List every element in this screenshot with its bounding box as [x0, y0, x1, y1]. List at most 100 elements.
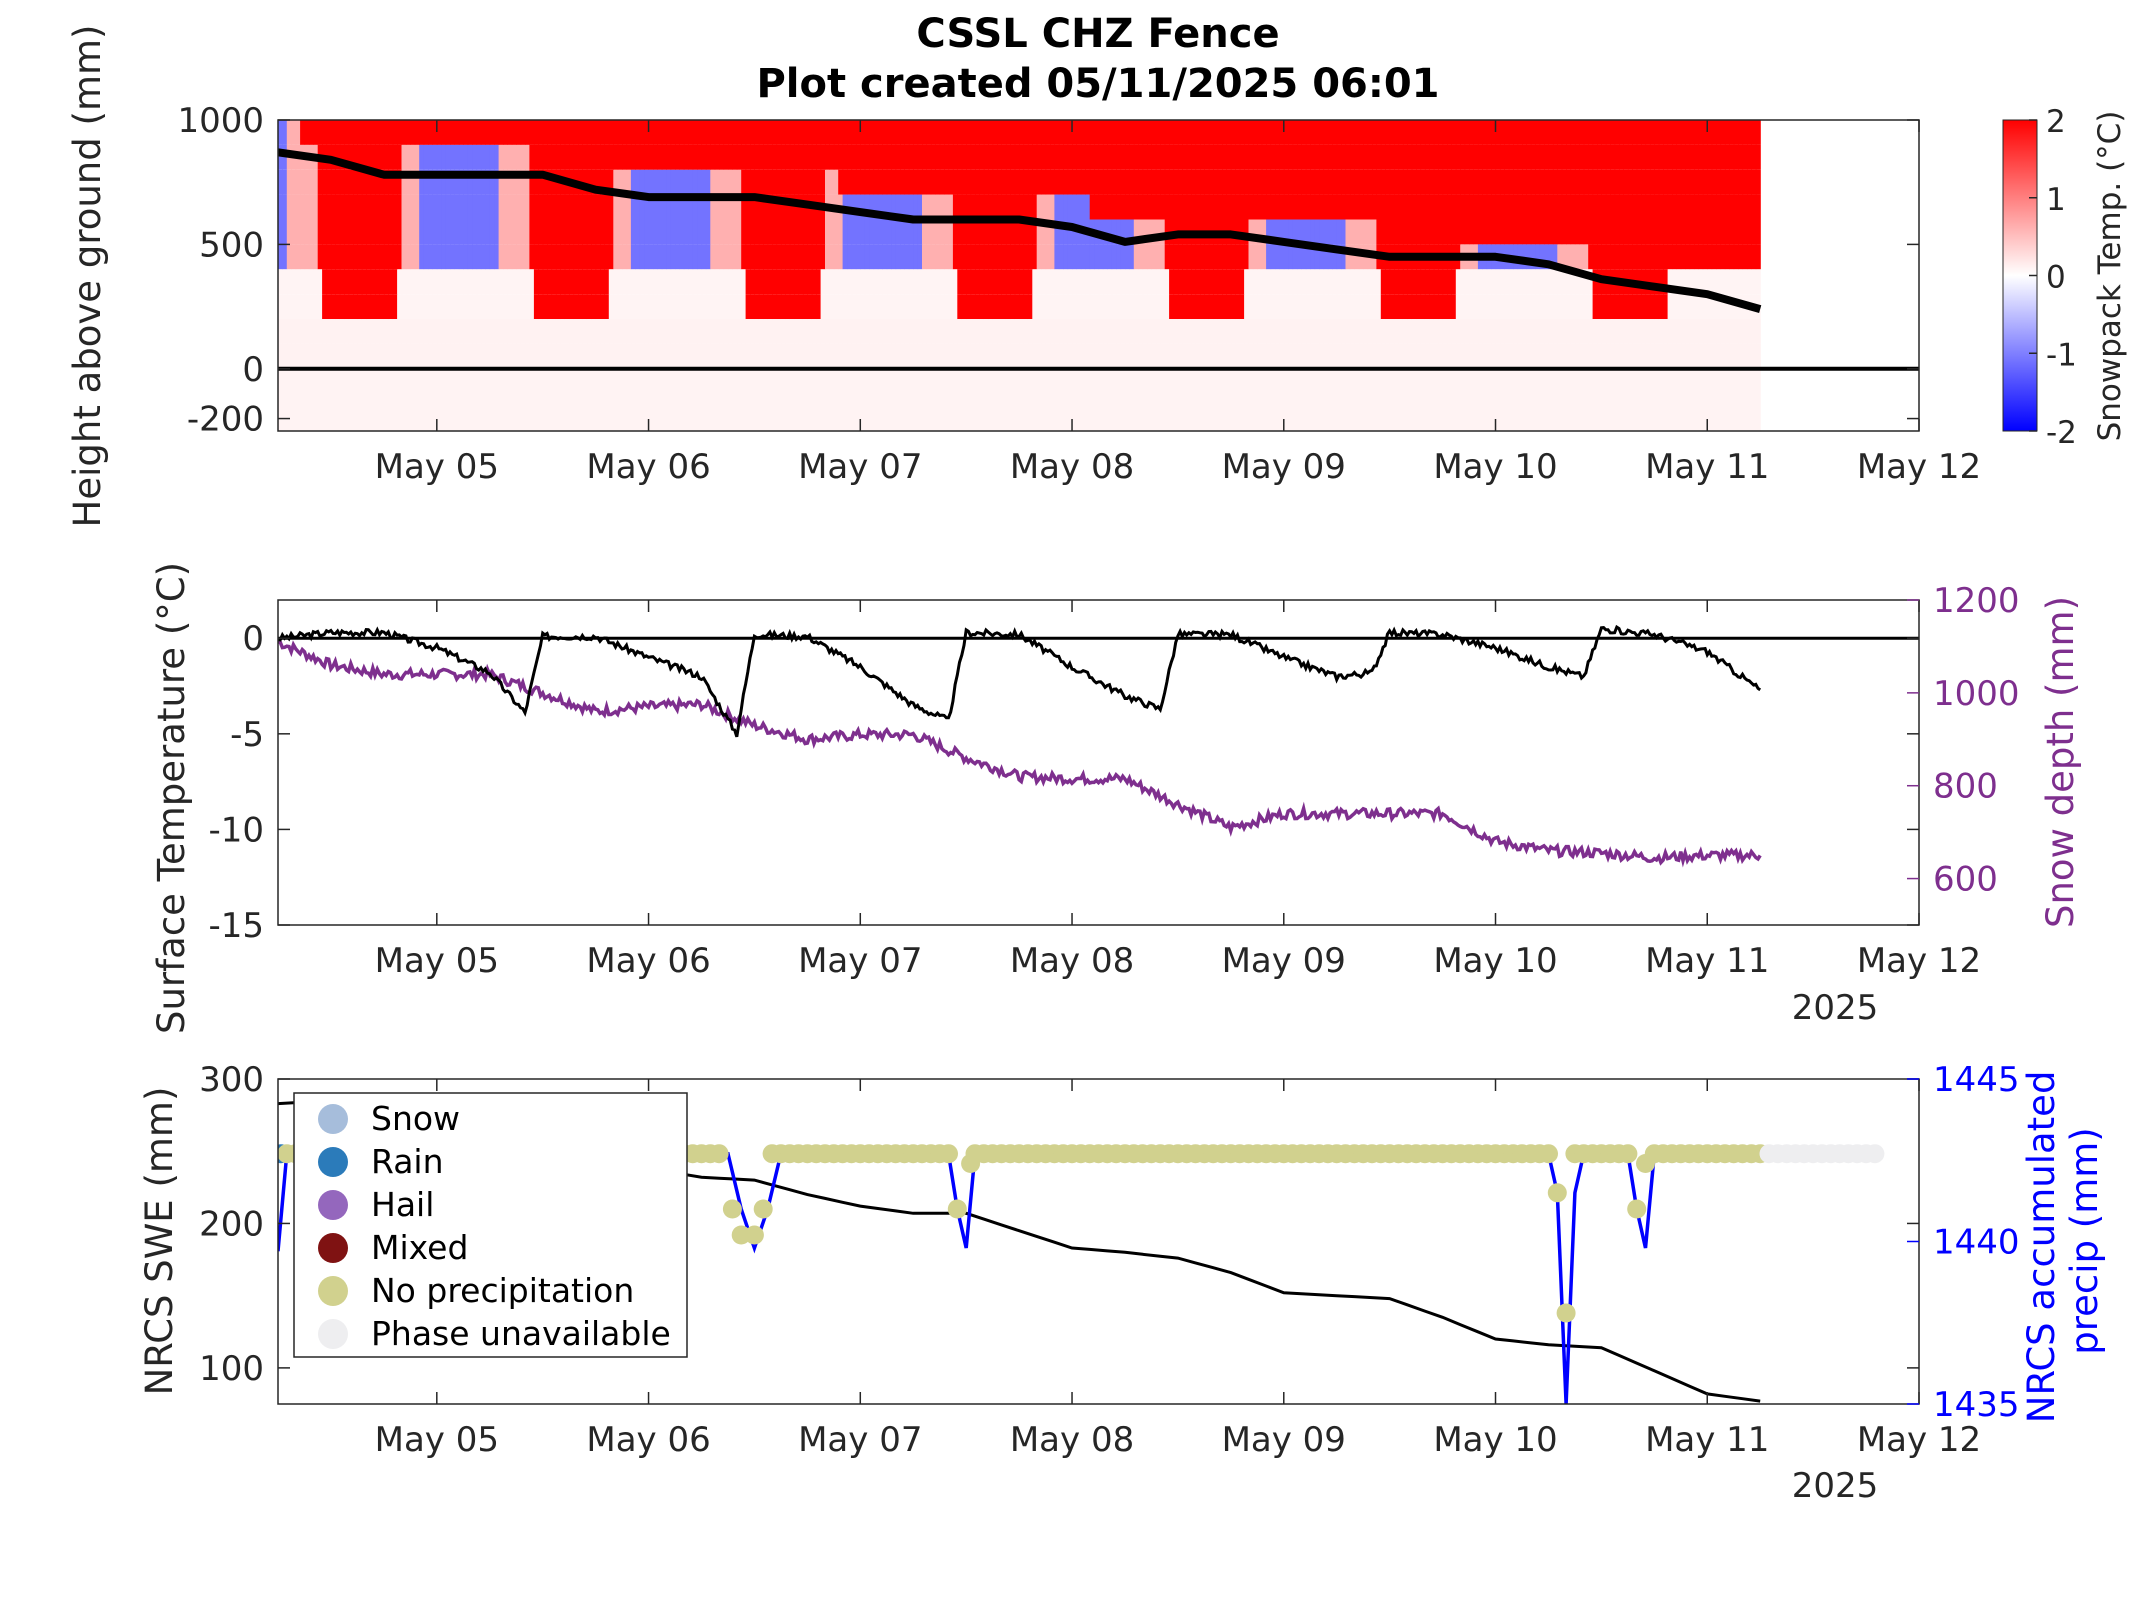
heatmap-cell — [719, 144, 725, 170]
heatmap-cell — [401, 244, 407, 270]
heatmap-cell — [1522, 319, 1527, 344]
heatmap-cell — [1442, 343, 1448, 369]
heatmap-cell — [1729, 319, 1735, 344]
heatmap-cell — [1248, 120, 1254, 145]
heatmap-cell — [679, 194, 685, 220]
heatmap-cell — [705, 194, 711, 220]
heatmap-cell — [1491, 294, 1497, 320]
panel3-ticks: May 05 May 06 May 07 May 08 May 09 May 10 May … — [199, 1060, 2019, 1460]
heatmap-cell — [750, 144, 755, 170]
heatmap-cell — [1530, 244, 1536, 270]
heatmap-cell — [944, 319, 950, 344]
heatmap-cell — [617, 319, 623, 344]
heatmap-cell — [595, 269, 601, 295]
heatmap-cell — [286, 294, 292, 320]
heatmap-cell — [423, 368, 429, 431]
heatmap-cell — [379, 269, 385, 295]
heatmap-cell — [613, 194, 619, 220]
heatmap-cell — [1336, 120, 1342, 145]
heatmap-cell — [1336, 219, 1342, 245]
heatmap-cell — [847, 144, 853, 170]
heatmap-cell — [1019, 269, 1025, 295]
heatmap-cell — [405, 120, 411, 145]
heatmap-cell — [1204, 368, 1210, 431]
heatmap-cell — [873, 269, 879, 295]
heatmap-cell — [992, 169, 998, 195]
heatmap-cell — [988, 244, 994, 270]
heatmap-cell — [635, 194, 641, 220]
heatmap-cell — [1698, 219, 1704, 245]
heatmap-cell — [745, 368, 751, 431]
heatmap-cell — [705, 343, 711, 369]
heatmap-cell — [326, 244, 332, 270]
heatmap-cell — [525, 319, 530, 344]
heatmap-cell — [1394, 269, 1400, 295]
heatmap-cell — [326, 319, 332, 344]
heatmap-cell — [1332, 368, 1338, 431]
heatmap-cell — [719, 343, 725, 369]
heatmap-cell — [608, 194, 614, 220]
heatmap-cell — [1208, 120, 1214, 145]
heatmap-cell — [516, 144, 522, 170]
heatmap-cell — [1217, 269, 1223, 295]
heatmap-cell — [736, 120, 742, 145]
heatmap-cell — [719, 269, 725, 295]
heatmap-cell — [657, 169, 663, 195]
heatmap-cell — [661, 194, 667, 220]
heatmap-cell — [670, 120, 676, 145]
heatmap-cell — [997, 219, 1002, 245]
heatmap-cell — [1036, 244, 1042, 270]
heatmap-cell — [873, 368, 879, 431]
heatmap-cell — [891, 294, 897, 320]
heatmap-cell — [930, 120, 936, 145]
heatmap-cell — [604, 319, 610, 344]
figure-title-line1: CSSL CHZ Fence — [916, 11, 1279, 57]
heatmap-cell — [1438, 120, 1444, 145]
heatmap-cell — [1005, 294, 1011, 320]
heatmap-cell — [1504, 294, 1510, 320]
heatmap-cell — [1085, 269, 1091, 295]
heatmap-cell — [1724, 169, 1730, 195]
heatmap-cell — [1486, 169, 1492, 195]
heatmap-cell — [922, 169, 927, 195]
heatmap-cell — [582, 144, 588, 170]
heatmap-cell — [410, 219, 416, 245]
heatmap-cell — [503, 319, 508, 344]
heatmap-cell — [1588, 144, 1594, 170]
heatmap-cell — [1050, 219, 1055, 245]
heatmap-cell — [1641, 219, 1647, 245]
heatmap-cell — [1702, 144, 1708, 170]
heatmap-cell — [719, 319, 725, 344]
heatmap-cell — [1275, 343, 1280, 369]
heatmap-cell — [1733, 144, 1739, 170]
heatmap-cell — [419, 319, 425, 344]
heatmap-cell — [1367, 343, 1373, 369]
heatmap-cell — [441, 319, 447, 344]
heatmap-cell — [1557, 169, 1563, 195]
heatmap-cell — [675, 219, 680, 245]
heatmap-cell — [1548, 368, 1554, 431]
heatmap-cell — [498, 169, 504, 195]
heatmap-cell — [344, 343, 350, 369]
heatmap-cell — [1689, 244, 1695, 270]
heatmap-cell — [454, 219, 460, 245]
heatmap-cell — [1720, 194, 1726, 220]
heatmap-cell — [1557, 368, 1563, 431]
heatmap-cell — [644, 219, 650, 245]
heatmap-cell — [569, 294, 575, 320]
heatmap-cell — [1275, 294, 1280, 320]
heatmap-cell — [741, 219, 747, 245]
heatmap-cell — [1129, 343, 1135, 369]
heatmap-cell — [1027, 368, 1033, 431]
heatmap-cell — [635, 169, 641, 195]
heatmap-cell — [992, 269, 998, 295]
y2-tick-label: 1200 — [1933, 581, 2020, 621]
heatmap-cell — [1720, 368, 1726, 431]
heatmap-cell — [1649, 319, 1655, 344]
heatmap-cell — [538, 319, 544, 344]
heatmap-cell — [1504, 343, 1510, 369]
heatmap-cell — [975, 368, 980, 431]
heatmap-cell — [538, 244, 544, 270]
heatmap-cell — [908, 194, 914, 220]
heatmap-cell — [410, 169, 416, 195]
